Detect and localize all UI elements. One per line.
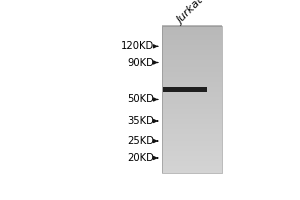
Bar bbox=[162, 166, 222, 168]
Text: 20KD: 20KD bbox=[127, 153, 154, 163]
Bar bbox=[162, 109, 222, 112]
Bar bbox=[162, 65, 222, 67]
Bar bbox=[162, 171, 222, 173]
Bar bbox=[162, 121, 222, 124]
Bar bbox=[162, 92, 222, 95]
Bar bbox=[162, 55, 222, 58]
Text: 90KD: 90KD bbox=[127, 58, 154, 68]
Bar bbox=[162, 141, 222, 144]
Bar bbox=[162, 134, 222, 136]
Bar bbox=[162, 94, 222, 97]
Bar bbox=[162, 52, 222, 55]
Bar bbox=[162, 158, 222, 161]
Bar bbox=[162, 28, 222, 30]
Bar bbox=[162, 47, 222, 50]
Bar bbox=[162, 30, 222, 33]
Bar bbox=[162, 87, 222, 90]
Bar bbox=[162, 139, 222, 141]
Bar bbox=[162, 62, 222, 65]
Bar bbox=[162, 82, 222, 85]
Bar bbox=[162, 116, 222, 119]
Bar bbox=[162, 144, 222, 146]
Bar bbox=[162, 33, 222, 35]
Bar bbox=[162, 156, 222, 159]
Bar bbox=[162, 114, 222, 117]
Bar bbox=[162, 89, 222, 92]
Bar bbox=[162, 25, 222, 28]
Bar bbox=[162, 79, 222, 82]
Bar bbox=[162, 26, 222, 173]
Bar bbox=[162, 40, 222, 43]
Text: Jurkat: Jurkat bbox=[176, 0, 206, 26]
Bar bbox=[162, 104, 222, 107]
Bar bbox=[162, 67, 222, 70]
Bar bbox=[162, 148, 222, 151]
Text: 120KD: 120KD bbox=[121, 41, 154, 51]
Bar bbox=[162, 131, 222, 134]
Bar bbox=[162, 107, 222, 109]
Bar bbox=[162, 72, 222, 75]
Bar bbox=[162, 35, 222, 38]
Bar bbox=[162, 119, 222, 122]
Text: 25KD: 25KD bbox=[127, 136, 154, 146]
Bar bbox=[162, 60, 222, 62]
Bar bbox=[162, 50, 222, 53]
Bar bbox=[162, 163, 222, 166]
Bar bbox=[162, 45, 222, 48]
Text: 35KD: 35KD bbox=[127, 116, 154, 126]
Bar bbox=[162, 42, 222, 45]
Bar bbox=[162, 168, 222, 171]
Bar bbox=[162, 111, 222, 114]
Bar bbox=[162, 97, 222, 99]
Bar bbox=[162, 99, 222, 102]
Bar bbox=[162, 75, 222, 77]
Bar bbox=[162, 57, 222, 60]
Bar bbox=[162, 77, 222, 80]
Bar bbox=[162, 146, 222, 149]
Bar bbox=[162, 102, 222, 104]
Bar bbox=[163, 87, 207, 92]
Text: 50KD: 50KD bbox=[127, 94, 154, 104]
Bar bbox=[162, 126, 222, 129]
Bar bbox=[162, 161, 222, 164]
Bar bbox=[162, 84, 222, 87]
Bar bbox=[162, 153, 222, 156]
Bar bbox=[162, 151, 222, 154]
Bar bbox=[162, 129, 222, 131]
Bar bbox=[162, 38, 222, 40]
Bar bbox=[162, 70, 222, 72]
Bar bbox=[162, 124, 222, 127]
Bar bbox=[162, 136, 222, 139]
